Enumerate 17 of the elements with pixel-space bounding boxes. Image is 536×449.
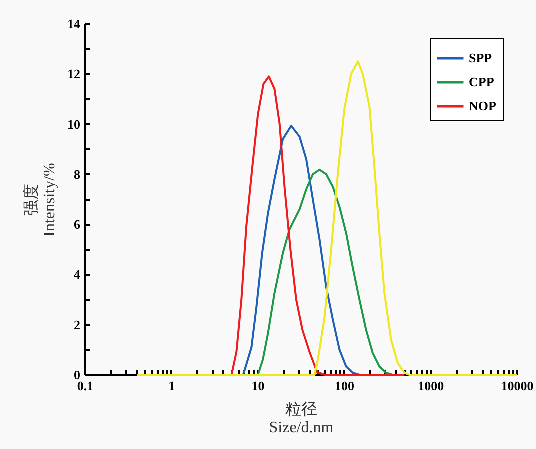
y-tick-label: 12 <box>68 66 80 82</box>
x-tick-label: 10000 <box>501 378 534 394</box>
x-tick-label: 100 <box>334 378 354 394</box>
x-tick-label: 1 <box>168 378 176 394</box>
x-axis-title: 粒径 Size/d.nm <box>269 402 334 436</box>
y-tick-label: 10 <box>68 116 80 132</box>
y-tick-label: 6 <box>74 217 81 232</box>
legend-label: NOP <box>469 98 496 114</box>
y-tick-label: 8 <box>74 166 81 182</box>
x-tick-label: 10 <box>252 378 265 394</box>
legend-label: SPP <box>469 50 492 66</box>
y-tick-label: 4 <box>74 267 81 282</box>
y-tick-label: 2 <box>74 317 80 332</box>
y-axis-title: 强度 Intensity/% <box>22 163 58 237</box>
legend-label: CPP <box>469 74 494 90</box>
y-tick-label: 14 <box>68 16 81 32</box>
x-tick-label: 1000 <box>418 378 444 394</box>
